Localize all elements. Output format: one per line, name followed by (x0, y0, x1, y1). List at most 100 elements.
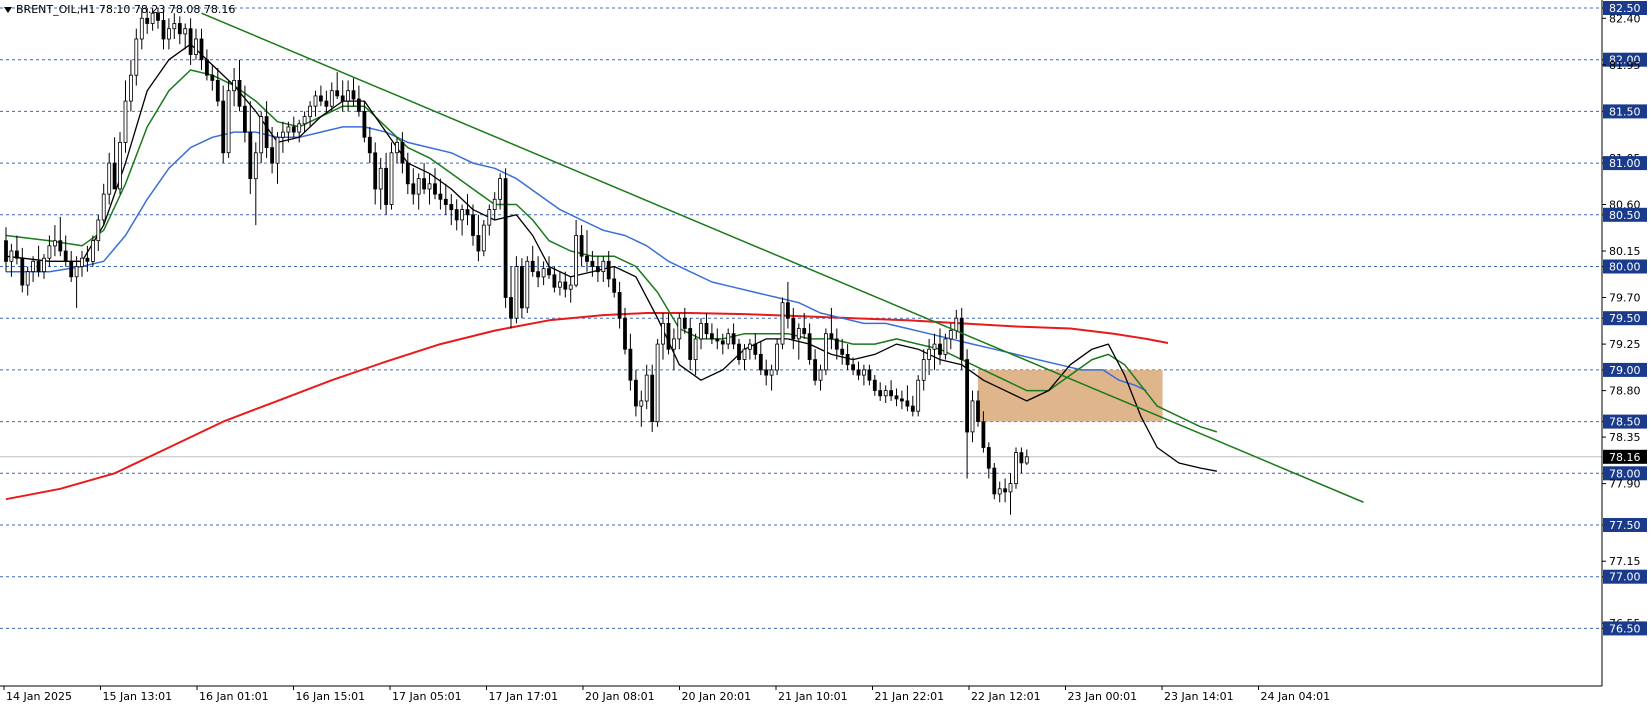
candle-body (965, 359, 969, 433)
current-price-label: 78.16 (1609, 451, 1641, 464)
candle-body (85, 257, 90, 262)
candle (1019, 447, 1024, 474)
candle-body (362, 111, 367, 138)
candle (242, 85, 247, 143)
candle-body (156, 12, 160, 21)
candle (422, 163, 427, 195)
candle-body (384, 167, 389, 205)
y-tick-label: 78.50 (1609, 416, 1641, 429)
price-level-tag (1603, 156, 1647, 171)
candle-body (764, 369, 769, 376)
candle (1008, 473, 1013, 515)
candle (764, 359, 769, 386)
candle (362, 101, 367, 143)
candle (845, 344, 850, 370)
candle-body (259, 116, 264, 154)
candle (291, 116, 296, 138)
candle-body (183, 28, 188, 35)
candle (340, 80, 345, 112)
candle (112, 137, 117, 190)
candle (742, 344, 747, 370)
candle (856, 361, 861, 381)
candle (639, 390, 644, 427)
candle (346, 80, 351, 112)
price-level-tag (1603, 466, 1647, 481)
candle-body (623, 317, 627, 350)
candle (737, 338, 741, 365)
candle (134, 28, 139, 86)
candle (367, 126, 372, 164)
candle-body (862, 369, 866, 376)
ohlc-readout: 78.10 78.23 78.08 78.16 (98, 3, 236, 16)
candle-body (221, 100, 226, 154)
candle (878, 382, 883, 401)
candle-body (699, 322, 703, 340)
candle (710, 323, 714, 345)
candle (91, 235, 95, 267)
price-level-tag (1603, 52, 1647, 67)
candle-body (726, 333, 731, 345)
candle (139, 8, 144, 50)
candle-body (433, 183, 437, 195)
candle (498, 173, 503, 210)
candle (688, 318, 693, 370)
candle-body (791, 317, 796, 340)
candle (416, 173, 421, 210)
candle (769, 364, 774, 391)
candle-body (715, 338, 720, 342)
price-level-tag (1603, 414, 1647, 429)
candle (509, 266, 513, 329)
candle (188, 18, 193, 65)
candle-body (47, 245, 52, 259)
candle (172, 13, 177, 39)
candle-body (367, 136, 372, 154)
candle-body (25, 271, 30, 286)
price-level-tag (1603, 207, 1647, 222)
candle (297, 119, 302, 143)
candle-body (834, 338, 839, 350)
candle-body (802, 328, 807, 335)
candle-body (959, 317, 964, 361)
y-axis: 82.5082.4082.0081.9581.5081.0581.0080.60… (1602, 1, 1647, 636)
candle-body (443, 198, 448, 205)
candle-body (454, 209, 459, 221)
candle-body (96, 219, 101, 242)
candle (704, 313, 709, 339)
candle-body (139, 17, 144, 40)
candle (454, 199, 459, 231)
x-tick-label: 21 Jan 22:01 (875, 690, 945, 703)
candle (677, 313, 682, 350)
candle (476, 214, 481, 262)
chart-header: BRENT_OIL,H1 78.10 78.23 78.08 78.16 (4, 3, 235, 16)
candle (758, 340, 763, 376)
candle (840, 338, 845, 365)
candle (775, 338, 779, 376)
candle (4, 227, 8, 272)
candle-body (737, 343, 741, 361)
trendline (201, 12, 1364, 503)
candle (715, 328, 720, 350)
price-level-tag (1603, 1, 1647, 15)
candle (373, 142, 378, 205)
candle (194, 28, 198, 60)
y-tick-label: 79.25 (1609, 338, 1641, 351)
candle (156, 8, 160, 29)
candle-body (232, 80, 237, 92)
candle (644, 364, 649, 410)
candle-body (172, 23, 177, 30)
candle (253, 142, 258, 226)
candle (433, 168, 437, 200)
candle-body (509, 297, 513, 319)
candle (460, 204, 465, 236)
candle-body (742, 348, 747, 360)
candle-body (395, 141, 399, 154)
candle (818, 364, 823, 391)
candle (503, 168, 508, 308)
candle (210, 64, 215, 91)
candle-body (682, 317, 687, 329)
candle (976, 390, 980, 427)
candle (829, 307, 834, 350)
candle (232, 68, 237, 107)
dropdown-triangle-icon[interactable] (4, 7, 12, 13)
